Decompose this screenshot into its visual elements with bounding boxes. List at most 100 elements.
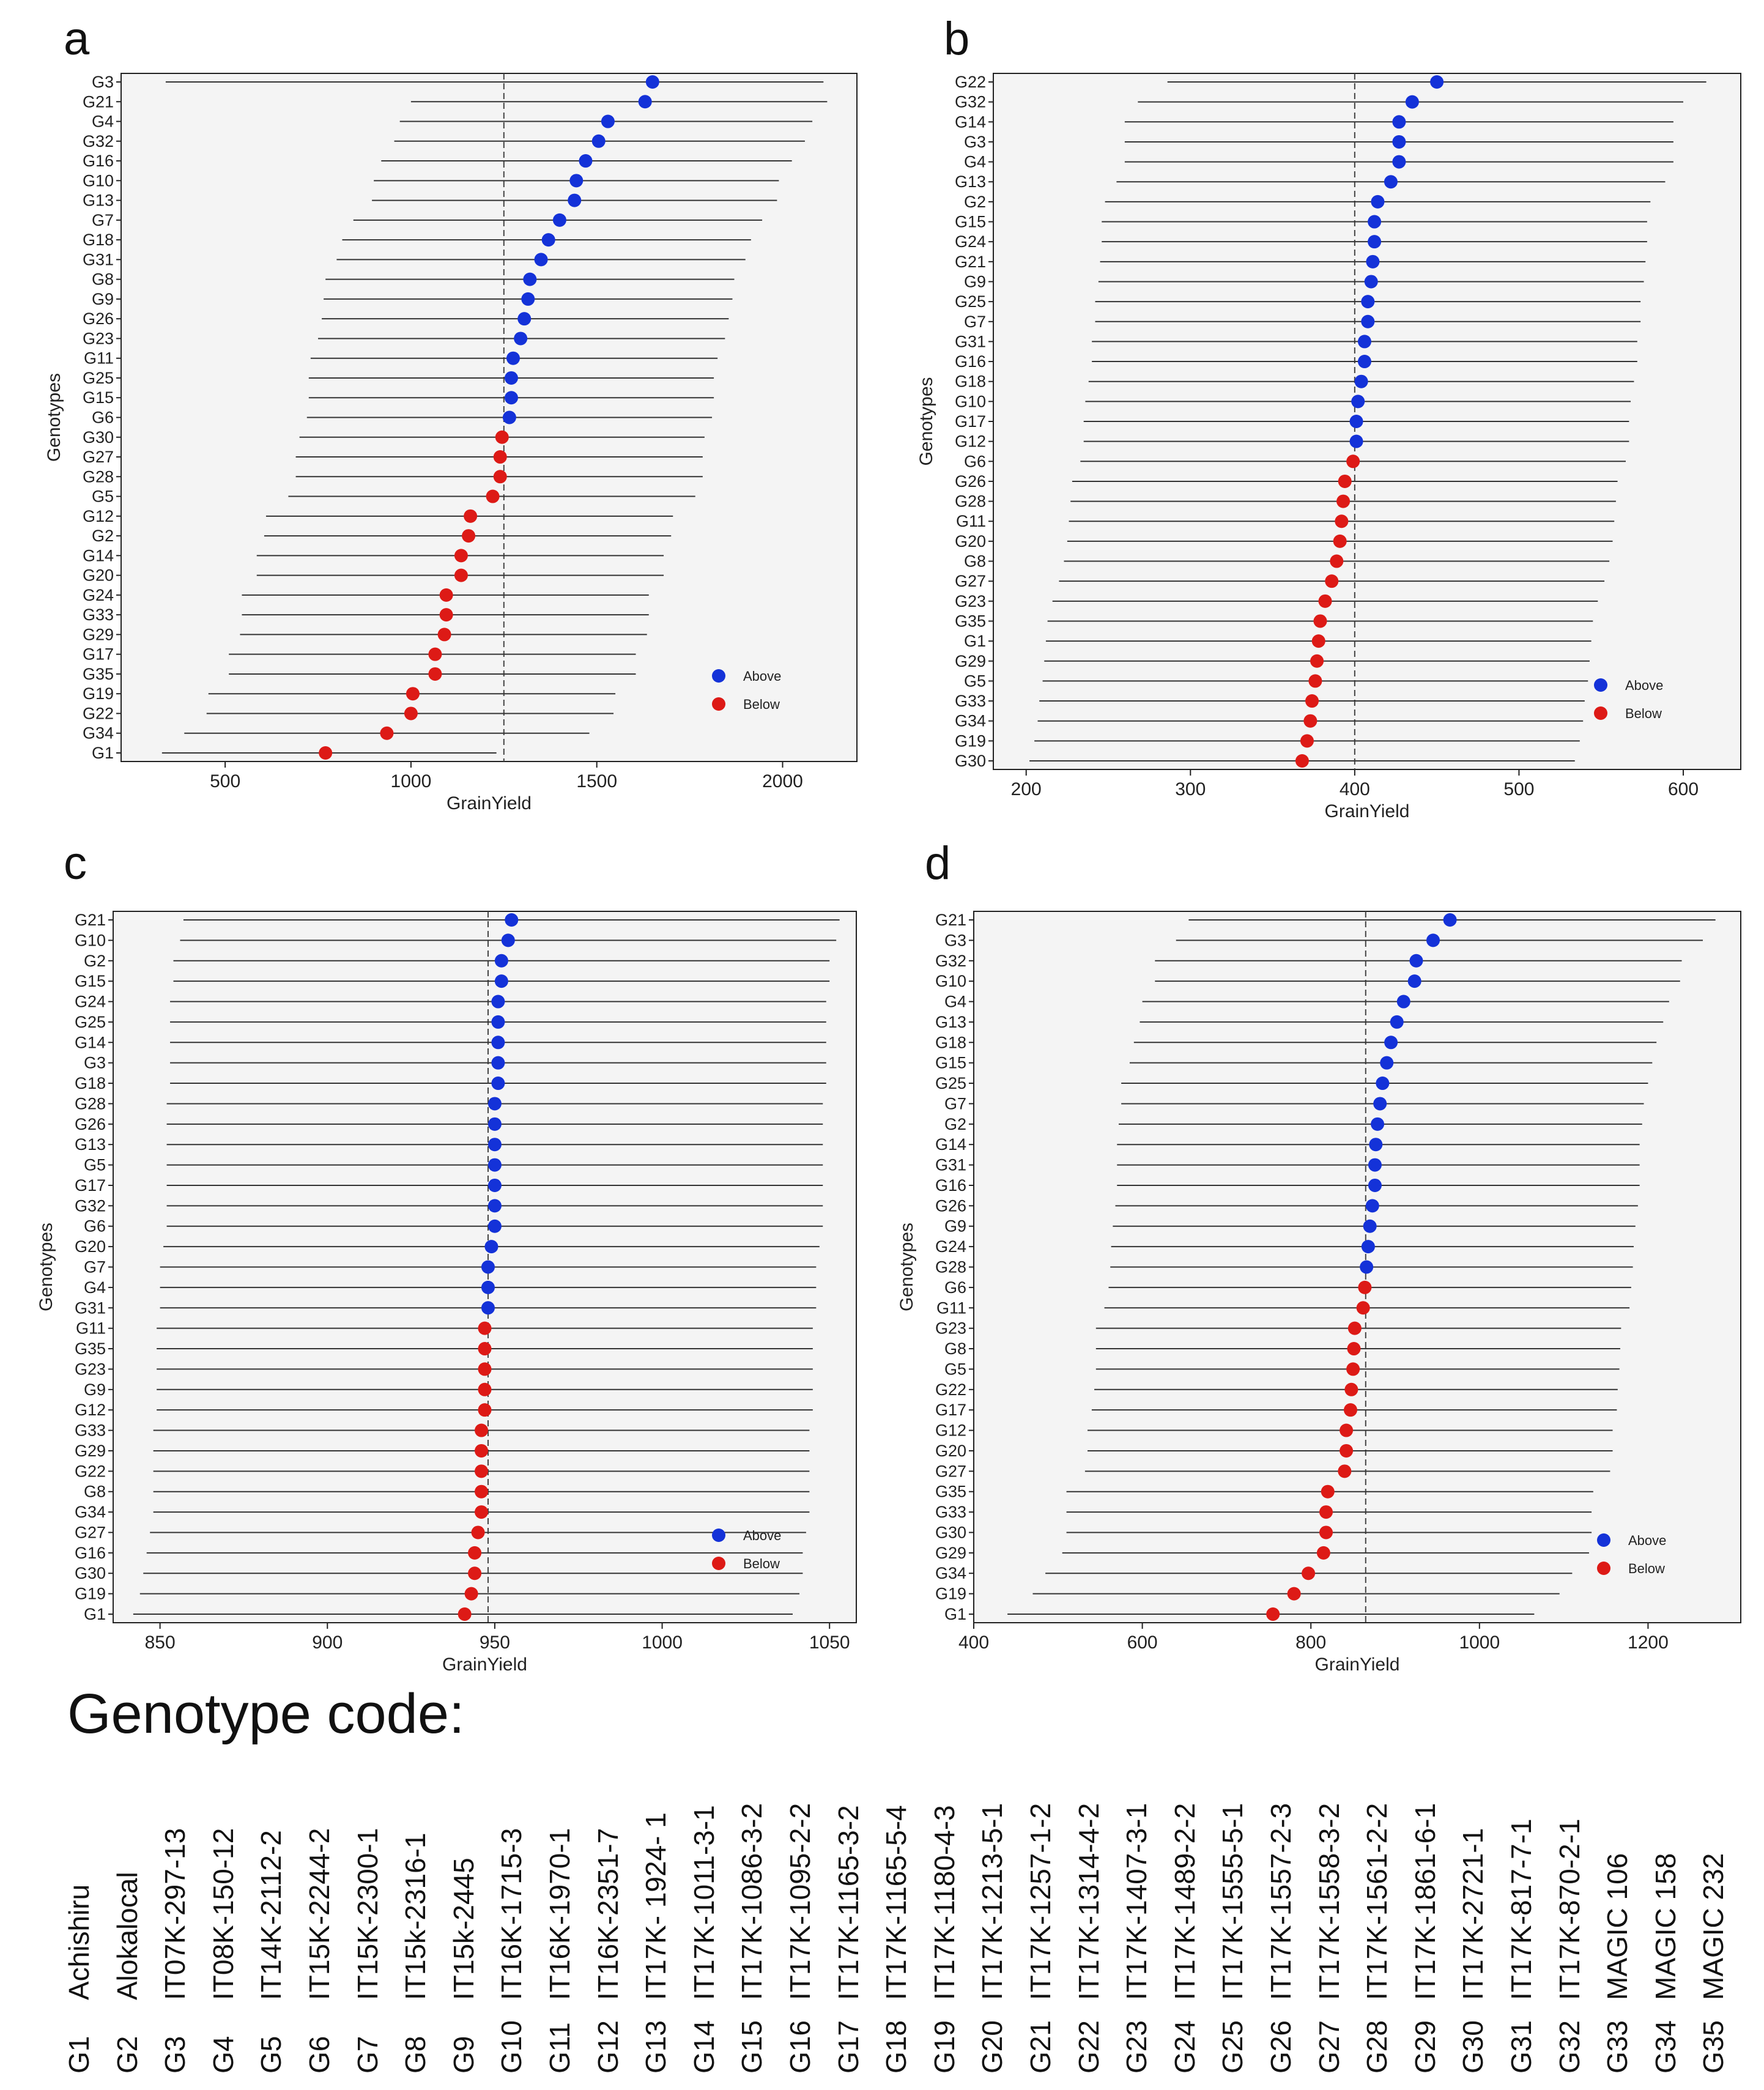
y-tick-label: G7 — [944, 1094, 966, 1113]
data-point — [1300, 734, 1314, 748]
x-tick-label: 400 — [958, 1632, 989, 1653]
y-tick-label: G33 — [955, 692, 986, 710]
genotype-code-entry: G28 IT17K-1561-2-2 — [1360, 1803, 1393, 2073]
x-tick-label: 500 — [1503, 779, 1534, 799]
genotype-code-name: IT17K-1257-1-2 — [1025, 1803, 1056, 2000]
y-tick-label: G31 — [955, 332, 986, 350]
y-tick-label: G9 — [944, 1217, 966, 1236]
genotype-code-name: IT17K-1095-2-2 — [784, 1803, 816, 2000]
data-point — [1321, 1484, 1335, 1499]
panel-label-d: d — [925, 837, 951, 889]
data-point — [475, 1484, 489, 1499]
y-tick-label: G3 — [84, 1054, 106, 1072]
data-point — [1380, 1056, 1394, 1070]
data-point — [491, 1036, 505, 1050]
data-point — [541, 233, 555, 247]
genotype-code-id: G2 — [111, 2036, 143, 2073]
y-tick-label: G21 — [83, 92, 114, 111]
data-point — [1330, 554, 1344, 568]
data-point — [1407, 974, 1421, 988]
y-tick-label: G21 — [935, 911, 966, 929]
x-axis-title: GrainYield — [442, 1655, 527, 1675]
data-point — [1384, 175, 1398, 189]
y-tick-label: G32 — [83, 132, 114, 150]
panel-label-a: a — [64, 13, 90, 65]
y-tick-label: G18 — [75, 1074, 106, 1092]
data-point — [1313, 614, 1327, 628]
genotype-code-name: IT17K-1561-2-2 — [1361, 1803, 1393, 2000]
genotype-code-name: IT15k-2316-1 — [399, 1832, 432, 2000]
y-tick-label: G4 — [92, 113, 114, 131]
genotype-code-entry: G23 IT17K-1407-3-1 — [1120, 1803, 1153, 2073]
y-tick-label: G1 — [964, 632, 986, 650]
y-tick-label: G24 — [955, 232, 986, 251]
y-tick-label: G22 — [83, 704, 114, 722]
y-tick-label: G30 — [955, 752, 986, 770]
genotype-code-id: G35 — [1697, 2020, 1730, 2073]
y-tick-label: G24 — [83, 586, 114, 604]
genotype-code-entry: G16 IT17K-1095-2-2 — [784, 1803, 817, 2073]
x-tick-label: 200 — [1011, 779, 1042, 799]
y-tick-label: G6 — [84, 1217, 106, 1236]
data-point — [454, 549, 468, 563]
x-tick-label: 800 — [1295, 1632, 1326, 1653]
genotype-code-id: G18 — [880, 2020, 913, 2073]
genotype-code-id: G4 — [207, 2036, 239, 2073]
y-tick-label: G33 — [75, 1421, 106, 1440]
x-tick-label: 1000 — [642, 1632, 683, 1653]
y-tick-label: G14 — [955, 113, 986, 131]
data-point — [494, 974, 508, 988]
data-point — [1349, 434, 1363, 448]
x-tick-label: 1500 — [576, 771, 617, 791]
legend-above-marker — [712, 669, 725, 683]
genotype-code-entry: G27 IT17K-1558-3-2 — [1313, 1803, 1346, 2073]
y-tick-label: G11 — [936, 1299, 966, 1317]
genotype-code-entry: G22 IT17K-1314-4-2 — [1072, 1803, 1105, 2073]
genotype-code-id: G14 — [687, 2020, 720, 2073]
y-tick-label: G14 — [935, 1135, 966, 1154]
y-tick-label: G20 — [75, 1237, 106, 1256]
y-tick-label: G2 — [944, 1115, 966, 1133]
genotype-code-entry: G4 IT08K-150-12 — [207, 1828, 240, 2073]
genotype-code-name: IT08K-150-12 — [207, 1828, 239, 2000]
data-point — [1346, 1362, 1360, 1376]
legend-above-marker — [1594, 678, 1607, 692]
genotype-code-id: G12 — [591, 2020, 624, 2073]
data-point — [1302, 1566, 1316, 1580]
genotype-code-entry: G26 IT17K-1557-2-3 — [1264, 1803, 1297, 2073]
data-point — [568, 193, 582, 207]
y-tick-label: G10 — [935, 972, 966, 990]
y-tick-label: G25 — [75, 1013, 106, 1031]
y-tick-label: G19 — [83, 684, 114, 703]
genotype-code-name: IT16K-2351-7 — [591, 1828, 624, 2000]
genotype-code-id: G20 — [976, 2020, 1009, 2073]
y-tick-label: G16 — [75, 1544, 106, 1562]
genotype-code-entry: G18 IT17K-1165-5-4 — [880, 1805, 913, 2073]
genotype-code-name: IT17K-1086-3-2 — [736, 1803, 768, 2000]
data-point — [437, 628, 451, 642]
data-point — [1392, 135, 1406, 149]
data-point — [1384, 1036, 1398, 1050]
y-tick-label: G20 — [935, 1442, 966, 1460]
data-point — [428, 647, 442, 661]
y-tick-label: G26 — [935, 1196, 966, 1215]
y-tick-label: G26 — [955, 472, 986, 491]
y-tick-label: G9 — [84, 1380, 106, 1399]
y-tick-label: G34 — [935, 1564, 966, 1582]
genotype-code-entry: G2 Alokalocal — [111, 1872, 144, 2073]
y-tick-label: G35 — [83, 665, 114, 683]
genotype-code-id: G9 — [447, 2036, 480, 2073]
data-point — [1392, 155, 1406, 169]
x-tick-label: 1000 — [391, 771, 432, 791]
genotype-code-name: IT17K-1314-4-2 — [1072, 1803, 1105, 2000]
data-point — [1336, 494, 1351, 508]
genotype-code-id: G16 — [784, 2020, 816, 2073]
genotype-code-name: MAGIC 158 — [1649, 1853, 1681, 2000]
genotype-code-id: G10 — [495, 2020, 528, 2073]
y-tick-label: G22 — [955, 73, 986, 91]
y-tick-label: G9 — [964, 272, 986, 291]
y-tick-label: G31 — [83, 250, 114, 269]
y-tick-label: G30 — [83, 428, 114, 447]
data-point — [484, 1240, 498, 1254]
data-point — [478, 1382, 492, 1396]
